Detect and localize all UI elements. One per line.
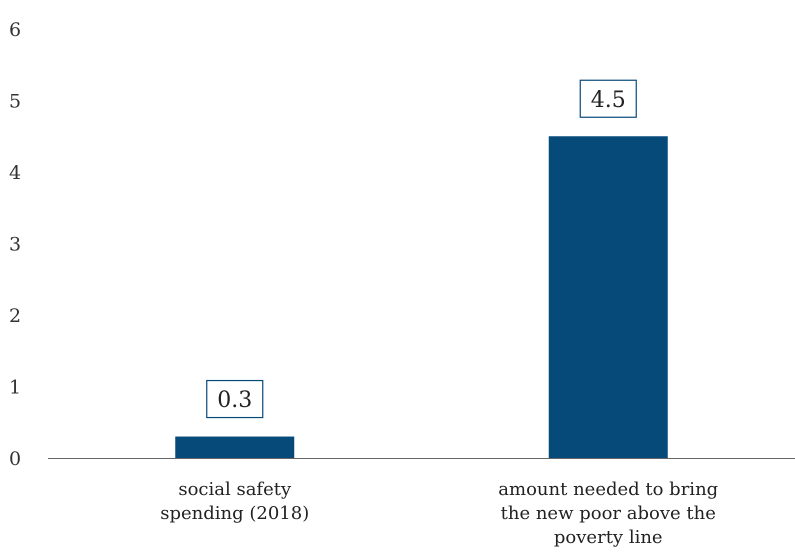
- y-tick-label: 0: [9, 448, 21, 470]
- x-category-label: poverty line: [554, 527, 663, 548]
- y-tick-label: 6: [9, 19, 21, 41]
- y-tick-label: 2: [9, 305, 21, 327]
- data-label-box: [206, 379, 264, 419]
- bar: [548, 136, 668, 458]
- x-category-label: the new poor above the: [501, 503, 716, 524]
- y-tick-label: 5: [9, 91, 21, 113]
- data-label-box: [579, 79, 637, 118]
- data-label: 4.5: [591, 88, 626, 113]
- y-tick-label: 3: [9, 234, 21, 256]
- x-category-label: amount needed to bring: [498, 479, 718, 500]
- x-category-label: social safety: [178, 479, 292, 500]
- y-tick-label: 1: [9, 377, 21, 399]
- x-category-label: spending (2018): [160, 503, 309, 524]
- data-label: 0.3: [217, 388, 252, 413]
- bar: [175, 436, 295, 458]
- y-tick-label: 4: [9, 162, 21, 184]
